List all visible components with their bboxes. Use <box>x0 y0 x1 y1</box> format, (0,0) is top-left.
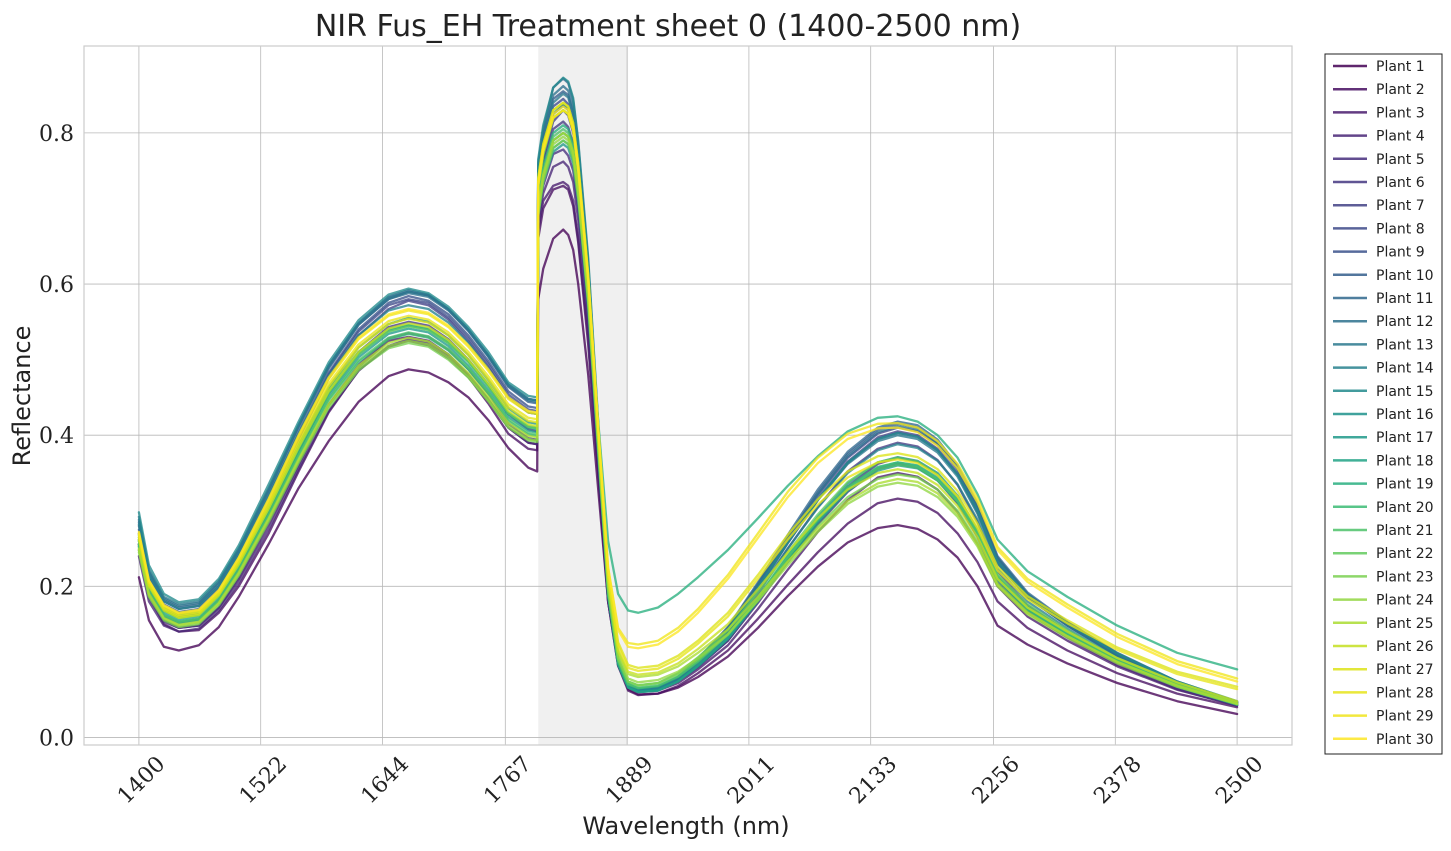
legend-label: Plant 14 <box>1376 361 1434 377</box>
legend-label: Plant 29 <box>1376 709 1434 725</box>
y-tick-label: 0.0 <box>39 726 74 751</box>
legend-label: Plant 13 <box>1376 337 1434 353</box>
series-line <box>137 105 1239 683</box>
legend-label: Plant 9 <box>1376 245 1425 261</box>
legend-label: Plant 18 <box>1376 453 1434 469</box>
legend-label: Plant 15 <box>1376 384 1434 400</box>
legend-label: Plant 26 <box>1376 639 1434 655</box>
legend-items: Plant 1 Plant 2 Plant 3 Plant 4 Plant 5 Plant… <box>1333 59 1434 748</box>
legend-label: Plant 4 <box>1376 129 1425 145</box>
y-tick-label: 0.6 <box>39 273 74 298</box>
legend: Plant 1 Plant 2 Plant 3 Plant 4 Plant 5 Plant… <box>1324 53 1443 755</box>
x-axis-label: Wavelength (nm) <box>582 812 789 840</box>
legend-label: Plant 11 <box>1376 291 1434 307</box>
legend-label: Plant 6 <box>1376 175 1425 191</box>
legend-label: Plant 24 <box>1376 593 1434 609</box>
plot-frame <box>83 45 1293 746</box>
series-line <box>137 228 1239 716</box>
legend-label: Plant 3 <box>1376 105 1425 121</box>
y-tick-label: 0.4 <box>39 424 74 449</box>
y-tick-label: 0.2 <box>39 575 74 600</box>
legend-label: Plant 27 <box>1376 662 1434 678</box>
legend-label: Plant 17 <box>1376 430 1434 446</box>
plot-area <box>83 45 1293 746</box>
legend-label: Plant 7 <box>1376 198 1425 214</box>
y-tick-label: 0.8 <box>39 122 74 147</box>
y-tick-labels: 0.0 0.2 0.4 0.6 0.8 <box>39 122 74 752</box>
legend-box <box>1324 53 1443 755</box>
legend-label: Plant 16 <box>1376 407 1434 423</box>
grid-layer <box>84 46 1292 745</box>
series-line <box>137 76 1239 703</box>
legend-label: Plant 22 <box>1376 546 1434 562</box>
series-line <box>137 131 1239 705</box>
legend-label: Plant 19 <box>1376 477 1434 493</box>
legend-label: Plant 23 <box>1376 569 1434 585</box>
legend-label: Plant 28 <box>1376 685 1434 701</box>
legend-label: Plant 5 <box>1376 152 1425 168</box>
legend-label: Plant 30 <box>1376 732 1434 748</box>
legend-label: Plant 10 <box>1376 268 1434 284</box>
chart-title: NIR Fus_EH Treatment sheet 0 (1400-2500 … <box>315 9 1021 44</box>
series-layer <box>137 76 1239 716</box>
legend-label: Plant 2 <box>1376 82 1425 98</box>
legend-label: Plant 21 <box>1376 523 1434 539</box>
legend-label: Plant 25 <box>1376 616 1434 632</box>
legend-label: Plant 20 <box>1376 500 1434 516</box>
legend-label: Plant 1 <box>1376 59 1425 75</box>
y-axis-label: Reflectance <box>8 326 36 467</box>
legend-label: Plant 12 <box>1376 314 1434 330</box>
legend-label: Plant 8 <box>1376 221 1425 237</box>
